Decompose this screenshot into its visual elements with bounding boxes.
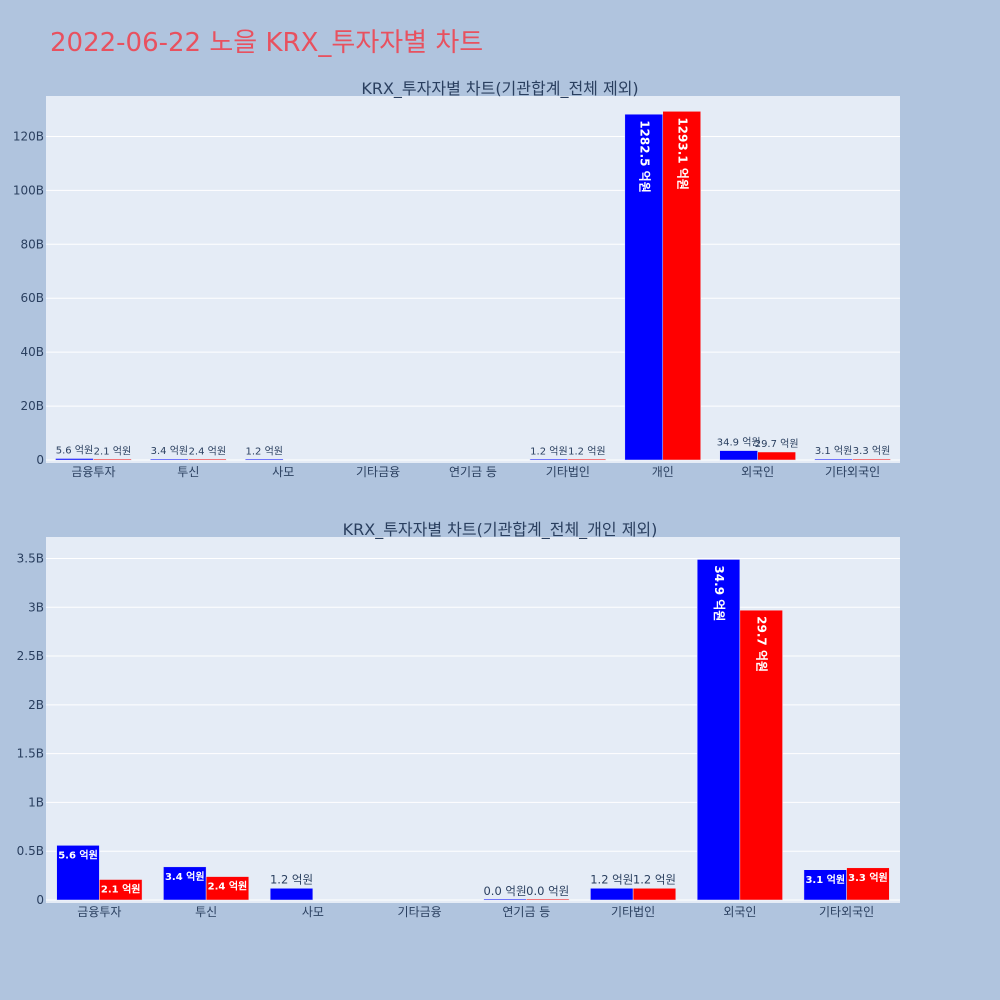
x-tick-label: 기타법인 <box>546 465 590 479</box>
bar <box>526 898 570 901</box>
x-tick-label: 기타외국인 <box>819 905 874 919</box>
chart-subtitle: KRX_투자자별 차트(기관합계_전체 제외) <box>361 79 638 99</box>
bar <box>567 458 607 461</box>
x-tick-label: 금융투자 <box>71 465 115 479</box>
data-label: 29.7 억원 <box>755 616 769 672</box>
bar <box>662 111 701 461</box>
bar <box>56 845 100 901</box>
data-label: 3.1 억원 <box>805 873 845 886</box>
data-label: 34.9 억원 <box>717 437 761 449</box>
data-label: 3.3 억원 <box>848 871 888 884</box>
y-tick-label: 0.5B <box>17 844 44 858</box>
data-label: 3.4 억원 <box>165 870 205 883</box>
y-tick-label: 3.5B <box>17 551 44 565</box>
x-tick-label: 기타법인 <box>611 905 655 919</box>
data-label: 2.1 억원 <box>101 883 141 896</box>
data-label: 2.4 억원 <box>208 880 248 893</box>
data-label: 2.4 억원 <box>189 445 226 457</box>
data-label: 1293.1 억원 <box>675 117 689 190</box>
data-label: 5.6 억원 <box>58 848 98 861</box>
x-tick-label: 연기금 등 <box>502 905 550 919</box>
y-tick-label: 1.5B <box>17 747 44 761</box>
data-label: 0.0 억원 <box>526 884 569 898</box>
x-tick-label: 외국인 <box>723 905 756 919</box>
bar <box>696 559 741 901</box>
x-tick-label: 투신 <box>177 465 199 479</box>
bar <box>205 876 250 901</box>
x-tick-label: 외국인 <box>741 465 774 479</box>
page-title: 2022-06-22 노을 KRX_투자자별 차트 <box>50 28 484 58</box>
y-tick-label: 60B <box>20 291 44 305</box>
bar <box>93 458 132 461</box>
bar <box>814 458 853 461</box>
x-tick-label: 기타금융 <box>398 905 442 919</box>
y-tick-label: 120B <box>13 129 44 143</box>
y-tick-label: 0 <box>36 893 44 907</box>
y-tick-label: 0 <box>36 453 44 467</box>
bar <box>245 458 284 461</box>
bar <box>739 609 783 901</box>
bar <box>719 450 758 461</box>
bar <box>269 888 314 901</box>
data-label: 3.1 억원 <box>815 445 852 457</box>
data-label: 1282.5 억원 <box>637 120 651 193</box>
chart-2: 0 0.5B 1B 1.5B 2B 2.5B 3B 3.5B KRX_투자자별 차트(기관합계_… <box>17 520 900 919</box>
bar <box>803 869 847 901</box>
y-tick-label: 3B <box>28 600 44 614</box>
bar <box>852 458 891 461</box>
x-tick-label: 기타금융 <box>356 465 400 479</box>
x-tick-label: 금융투자 <box>77 905 121 919</box>
y-tick-label: 80B <box>20 237 44 251</box>
chart-1: 0 20B 40B 60B 80B 100B 120B KRX_투자자별 차트(기관합계_전체… <box>13 79 900 479</box>
y-tick-label: 40B <box>20 345 44 359</box>
data-label: 34.9 억원 <box>712 565 726 621</box>
data-label: 5.6 억원 <box>56 444 93 456</box>
bar <box>590 888 634 901</box>
data-label: 1.2 억원 <box>568 446 605 458</box>
plot-area <box>46 96 900 463</box>
y-tick-label: 100B <box>13 183 44 197</box>
chart-subtitle: KRX_투자자별 차트(기관합계_전체_개인 제외) <box>343 520 658 540</box>
bar <box>632 888 677 901</box>
data-label: 2.1 억원 <box>94 445 131 457</box>
bar <box>55 458 94 461</box>
bar <box>624 113 664 461</box>
data-label: 29.7 억원 <box>755 438 799 450</box>
data-label: 3.4 억원 <box>151 445 188 457</box>
data-label: 1.2 억원 <box>530 446 567 458</box>
y-tick-label: 2B <box>28 698 44 712</box>
data-label: 1.2 억원 <box>270 872 313 886</box>
y-tick-label: 2.5B <box>17 649 44 663</box>
y-tick-label: 20B <box>20 399 44 413</box>
x-tick-label: 개인 <box>652 465 674 479</box>
data-label: 0.0 억원 <box>483 884 526 898</box>
y-tick-label: 1B <box>28 795 44 809</box>
bar <box>99 879 143 901</box>
bar <box>757 451 796 461</box>
bar <box>163 866 207 901</box>
bar <box>150 458 189 461</box>
bar <box>529 458 569 461</box>
data-label: 1.2 억원 <box>246 446 283 458</box>
data-label: 1.2 억원 <box>633 872 676 886</box>
data-label: 1.2 억원 <box>590 872 633 886</box>
bar <box>846 867 890 901</box>
x-tick-label: 사모 <box>272 465 294 479</box>
x-tick-label: 사모 <box>302 905 324 919</box>
x-tick-label: 연기금 등 <box>449 465 497 479</box>
data-label: 3.3 억원 <box>853 445 890 457</box>
x-tick-label: 투신 <box>195 905 217 919</box>
bar <box>483 898 527 901</box>
bar <box>188 458 227 461</box>
x-tick-label: 기타외국인 <box>825 465 880 479</box>
